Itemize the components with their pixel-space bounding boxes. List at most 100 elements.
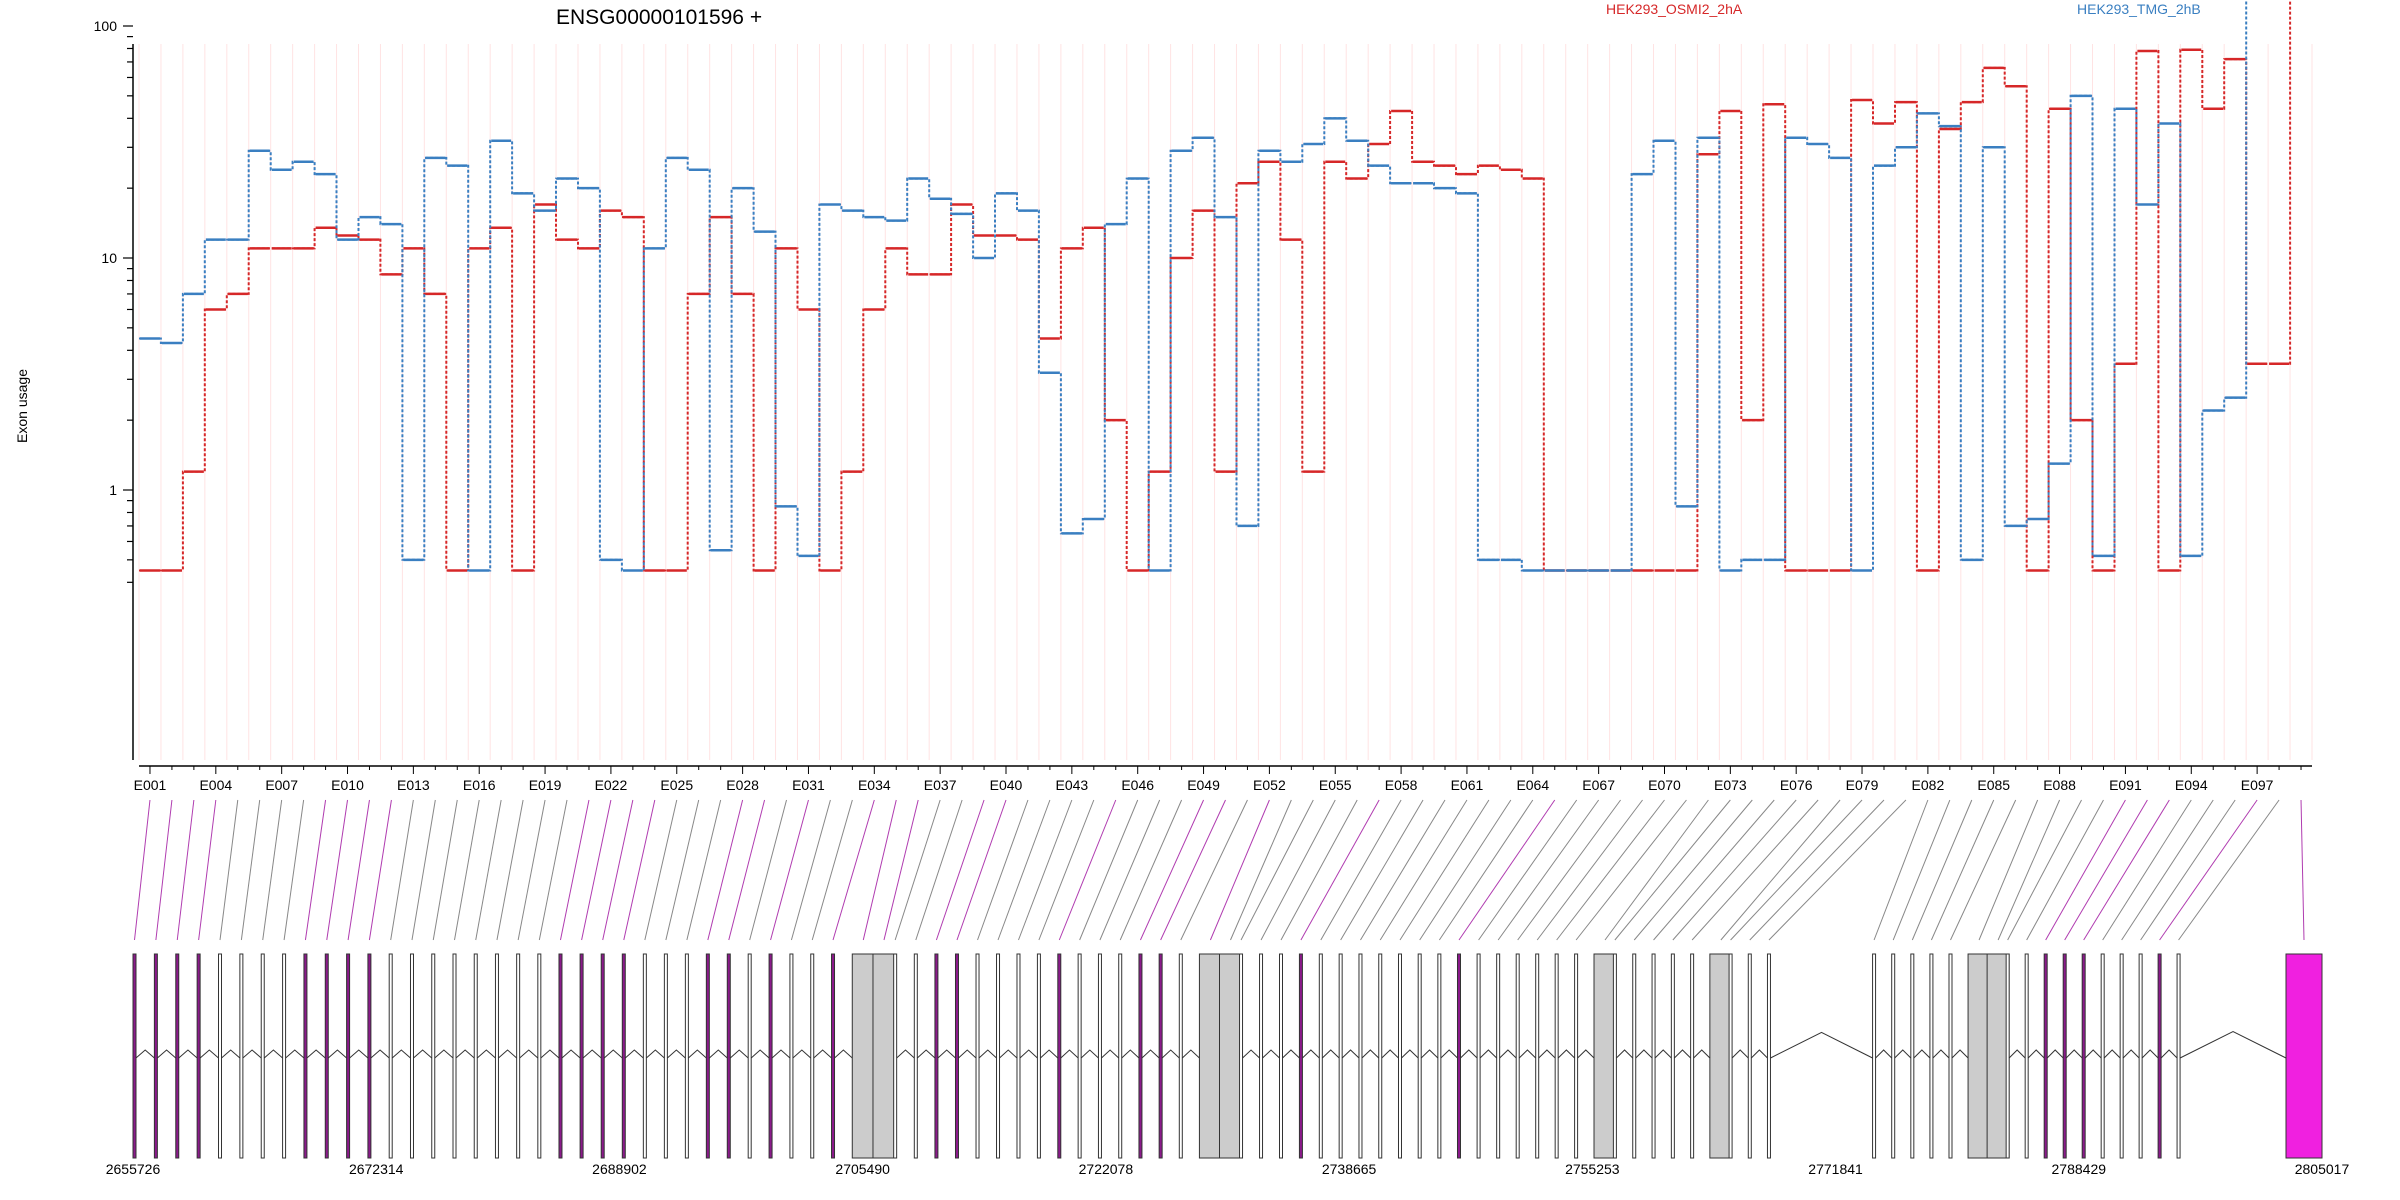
exon-connector [2121, 799, 2214, 941]
exon-block [324, 953, 329, 1159]
intron-line [1242, 1049, 1260, 1059]
exon-tick-label: E070 [1648, 777, 1681, 793]
exon-block [600, 953, 605, 1159]
exon-block [2081, 953, 2086, 1159]
exon-connector [2140, 799, 2236, 941]
genomic-tick-label: 2688902 [592, 1161, 647, 1177]
intron-line [1894, 1049, 1912, 1059]
intron-line [1731, 1049, 1749, 1059]
exon-block [2157, 953, 2162, 1159]
exon-connector [1653, 799, 1775, 941]
exon-connector [1997, 799, 2061, 941]
intron-line [750, 1049, 770, 1059]
exon-connector [644, 799, 678, 941]
exon-connector [1556, 799, 1665, 941]
exon-block [1198, 953, 1222, 1159]
exon-block [1057, 953, 1062, 1159]
exon-connector [770, 799, 809, 941]
exon-block [2043, 953, 2048, 1159]
exon-connector [1536, 799, 1643, 941]
exon-connector [2026, 799, 2104, 941]
intron-line [242, 1049, 262, 1059]
intron-line [2046, 1049, 2064, 1059]
exon-block [409, 953, 414, 1159]
exon-connector [1458, 799, 1556, 941]
exon-block [1535, 953, 1540, 1159]
y-tick-label: 10 [101, 250, 117, 266]
exon-connector [432, 799, 458, 941]
exon-tick-label: E028 [726, 777, 759, 793]
exon-tick-label: E058 [1385, 777, 1418, 793]
intron-line [2122, 1049, 2140, 1059]
exon-tick-label: E055 [1319, 777, 1352, 793]
intron-line [667, 1049, 686, 1059]
exon-block [872, 953, 896, 1159]
intron-line [1951, 1049, 1969, 1059]
exon-connector [304, 799, 327, 941]
intron-line [1499, 1049, 1517, 1059]
exon-block [239, 953, 244, 1159]
exon-block [1397, 953, 1402, 1159]
intron-line [1060, 1049, 1079, 1059]
intron-line [2160, 1049, 2178, 1059]
exon-connector [390, 799, 414, 941]
exon-block [1872, 953, 1877, 1159]
exon-connector [665, 799, 700, 941]
exon-connector [326, 799, 349, 941]
exon-tick-label: E061 [1451, 777, 1484, 793]
exon-block [1948, 953, 1953, 1159]
exon-connector [581, 799, 612, 941]
intron-line [1577, 1049, 1595, 1059]
exon-block [1118, 953, 1123, 1159]
exon-tick-label: E085 [1977, 777, 2010, 793]
exon-connector [1209, 799, 1270, 941]
intron-line [1479, 1049, 1498, 1059]
exon-block [196, 953, 201, 1159]
exon-tick-label: E064 [1516, 777, 1549, 793]
exon-connector [2102, 799, 2192, 941]
exon-connector [176, 799, 195, 941]
intron-line [1101, 1049, 1120, 1059]
exon-tick-label: E097 [2241, 777, 2274, 793]
intron-line [434, 1049, 454, 1059]
exon-tick-label: E013 [397, 777, 430, 793]
exon-connector [240, 799, 261, 941]
exon-connector [2064, 799, 2148, 941]
exon-connector [1873, 799, 1929, 941]
exon-block [1158, 953, 1163, 1159]
exon-tick-label: E088 [2043, 777, 2076, 793]
intron-line [1635, 1049, 1653, 1059]
exon-block [1097, 953, 1102, 1159]
exon-connector [1633, 799, 1753, 941]
exon-connector [602, 799, 634, 941]
exon-block [1437, 953, 1442, 1159]
exon-block [153, 953, 158, 1159]
exon-block [2285, 953, 2323, 1159]
exon-connector [1280, 799, 1358, 941]
intron-line [199, 1049, 219, 1059]
gene-model [132, 953, 2323, 1159]
exon-block [2005, 953, 2010, 1159]
exon-connector [1978, 799, 2039, 941]
exon-block [1417, 953, 1422, 1159]
exon-block [2138, 953, 2143, 1159]
intron-line [391, 1049, 411, 1059]
intron-line [1770, 1031, 1873, 1059]
intron-line [646, 1049, 665, 1059]
intron-line [834, 1049, 853, 1059]
exon-block [2024, 953, 2029, 1159]
exon-connector [728, 799, 766, 941]
intron-line [349, 1049, 369, 1059]
intron-line [603, 1049, 623, 1059]
intron-line [1282, 1049, 1300, 1059]
exon-connector [1180, 799, 1248, 941]
exon-connector [368, 799, 392, 941]
exon-block [1612, 953, 1617, 1159]
exon-connector [134, 799, 151, 941]
intron-line [1460, 1049, 1478, 1059]
intron-line [1693, 1049, 1711, 1059]
intron-line [1616, 1049, 1634, 1059]
intron-line [1750, 1049, 1768, 1059]
intron-line [263, 1049, 283, 1059]
exon-tick-label: E067 [1582, 777, 1615, 793]
